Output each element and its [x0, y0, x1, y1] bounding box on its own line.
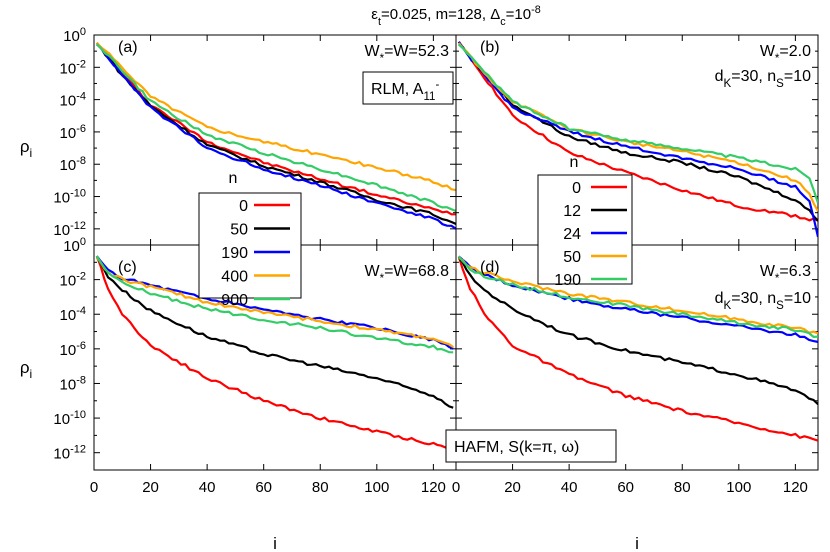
panel-annotation: W*=W=52.3: [364, 43, 449, 65]
x-tick-label: 0: [90, 479, 98, 496]
series-line-0: [457, 256, 818, 442]
y-tick-label: 10-6: [60, 123, 86, 142]
panel-annotation: W*=W=68.8: [364, 263, 449, 285]
series-line-24: [457, 41, 818, 238]
legend-title: n: [229, 170, 238, 187]
x-tick-label: 0: [452, 479, 460, 496]
x-tick-label: 120: [421, 479, 446, 496]
series-line-12: [457, 257, 818, 406]
figure-title: εt=0.025, m=128, Δc=10-8: [371, 4, 540, 28]
y-tick-label: 10-4: [60, 91, 86, 110]
y-tick-label: 10-2: [60, 271, 86, 290]
y-tick-label: 10-10: [53, 409, 86, 428]
panel-label: (d): [480, 259, 500, 276]
model-box-top-text: RLM, A11-: [371, 79, 439, 103]
y-tick-label: 10-8: [60, 155, 86, 174]
series-line-400: [95, 41, 456, 192]
series-line-190: [458, 43, 818, 204]
y-tick-label: 10-2: [60, 58, 86, 77]
legend-title: n: [570, 154, 579, 171]
model-box-bottom-text: HAFM, S(k=π, ω): [454, 439, 579, 456]
model-box-top: RLM, A11-: [362, 71, 454, 105]
legend-entry-label: 12: [563, 203, 581, 220]
legend-entry-label: 190: [554, 272, 581, 289]
x-axis-label-left: i: [273, 534, 277, 552]
legend-entry-label: 900: [221, 292, 248, 309]
legend-box: [537, 174, 633, 285]
panel-annotation: W*=2.0: [760, 43, 811, 65]
y-tick-label: 10-12: [53, 220, 86, 239]
x-tick-label: 80: [674, 479, 691, 496]
panel-annotation: dK=30, nS=10: [715, 290, 811, 312]
series-line-190: [96, 43, 456, 230]
model-box-bottom: HAFM, S(k=π, ω): [445, 429, 617, 463]
series-line-190: [95, 255, 454, 350]
y-tick-label: 10-10: [53, 188, 86, 207]
x-tick-label: 100: [726, 479, 751, 496]
model-box-top-frame: [362, 71, 454, 105]
panel-label: (b): [480, 39, 500, 56]
y-axis-label-bottom: ρi: [20, 358, 32, 381]
y-tick-label: 10-4: [60, 305, 86, 324]
series-line-0: [96, 43, 456, 216]
y-tick-label: 10-6: [60, 340, 86, 359]
y-axis-label-top: ρi: [20, 137, 32, 160]
legend: n0 50 190 400 900: [198, 170, 302, 309]
series-line-0: [95, 255, 454, 451]
legend-box: [198, 192, 302, 299]
x-tick-label: 100: [364, 479, 389, 496]
series-line-50: [458, 256, 818, 335]
y-tick-label: 10-12: [53, 444, 86, 463]
panel-annotation: W*=6.3: [760, 263, 811, 285]
y-tick-label: 100: [63, 26, 86, 45]
series-line-0: [457, 41, 818, 222]
series-line-900: [95, 255, 454, 354]
y-tick-label: 100: [63, 236, 86, 255]
x-tick-label: 20: [504, 479, 521, 496]
model-box-bottom-frame: [445, 429, 617, 463]
panel-label: (c): [118, 259, 137, 276]
panel-frame: [455, 34, 819, 246]
panel-3: 0 20 40 60 80 100 120 (d) W*=6.3 dK=30, nS=10: [452, 244, 819, 496]
x-tick-label: 120: [783, 479, 808, 496]
legend-entry-label: 50: [563, 249, 581, 266]
legend-entry-label: 0: [239, 198, 248, 215]
legend-entry-label: 0: [572, 180, 581, 197]
series-line-12: [458, 42, 818, 222]
panels: 100 10-2 10-4 10-6 10-8 10-10 10-12 (a) W*=W=52.…: [53, 26, 819, 496]
panel-label: (a): [118, 39, 138, 56]
legend-entry-label: 400: [221, 269, 248, 286]
x-tick-label: 60: [617, 479, 634, 496]
x-tick-label: 40: [199, 479, 216, 496]
legend: n 0 12 24 50 190: [537, 154, 633, 289]
series-line-900: [96, 43, 456, 213]
y-tick-label: 10-8: [60, 374, 86, 393]
x-tick-label: 20: [142, 479, 159, 496]
series-line-50: [95, 256, 454, 409]
series-line-400: [95, 256, 454, 349]
x-tick-label: 60: [255, 479, 272, 496]
panel-0: 100 10-2 10-4 10-6 10-8 10-10 10-12 (a) W*=W=52.…: [53, 26, 457, 246]
x-tick-label: 80: [312, 479, 329, 496]
series-line-190: [457, 255, 818, 339]
panel-annotation: dK=30, nS=10: [715, 68, 811, 90]
panel-1: (b) W*=2.0 dK=30, nS=10: [455, 34, 819, 246]
legend-entry-label: 24: [563, 226, 581, 243]
x-axis-label-right: i: [635, 534, 639, 552]
legend-entry-label: 50: [230, 222, 248, 239]
panel-frame: [455, 244, 819, 471]
x-tick-label: 40: [561, 479, 578, 496]
legend-entry-label: 190: [221, 245, 248, 262]
